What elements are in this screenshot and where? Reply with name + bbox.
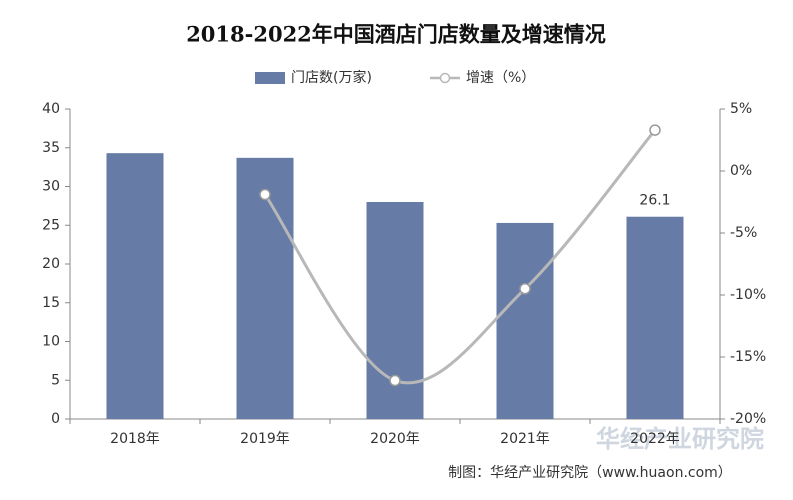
y2-tick-label: -5%: [730, 225, 757, 241]
line-point: [389, 374, 401, 387]
line: [263, 129, 657, 385]
legend-swatch: [255, 72, 285, 84]
line-point: [259, 188, 271, 201]
y-tick-label: 15: [42, 295, 60, 311]
x-tick-label: 2020年: [370, 431, 420, 447]
x-tick-label: 2022年: [630, 431, 680, 447]
x-tick-label: 2021年: [500, 431, 550, 447]
bar: [106, 153, 164, 420]
y2-tick-label: 5%: [730, 101, 752, 117]
bar: [236, 157, 294, 419]
bar: [496, 222, 554, 419]
y2-tick-label: -15%: [730, 349, 766, 365]
y-tick-label: 30: [42, 179, 60, 195]
y-tick-label: 5: [51, 372, 60, 388]
y-tick-label: 35: [42, 140, 60, 156]
line-point: [519, 283, 531, 295]
y2-tick-label: -10%: [730, 287, 766, 303]
bar: [366, 202, 424, 419]
legend-label: 增速（%）: [466, 70, 535, 86]
legend-marker: [439, 72, 451, 84]
y-tick-label: 20: [42, 256, 60, 272]
watermark: 华经产业研究院: [596, 425, 764, 453]
y2-tick-label: 0%: [730, 163, 752, 179]
y-tick-label: 0: [51, 411, 60, 427]
x-tick-label: 2018年: [110, 431, 160, 447]
y-tick-label: 25: [42, 217, 60, 233]
y-tick-label: 40: [42, 101, 60, 117]
line-point: [649, 124, 661, 136]
chart-title: 2018-2022年中国酒店门店数量及增速情况: [186, 22, 606, 47]
y-tick-label: 10: [42, 334, 60, 350]
x-tick-label: 2019年: [240, 431, 290, 447]
source: 制图：华经产业研究院（www.huaon.com）: [448, 465, 732, 481]
data-label: 26.1: [639, 193, 670, 209]
bar: [626, 216, 684, 419]
y2-tick-label: -20%: [730, 411, 766, 427]
legend-label: 门店数(万家): [291, 69, 372, 86]
